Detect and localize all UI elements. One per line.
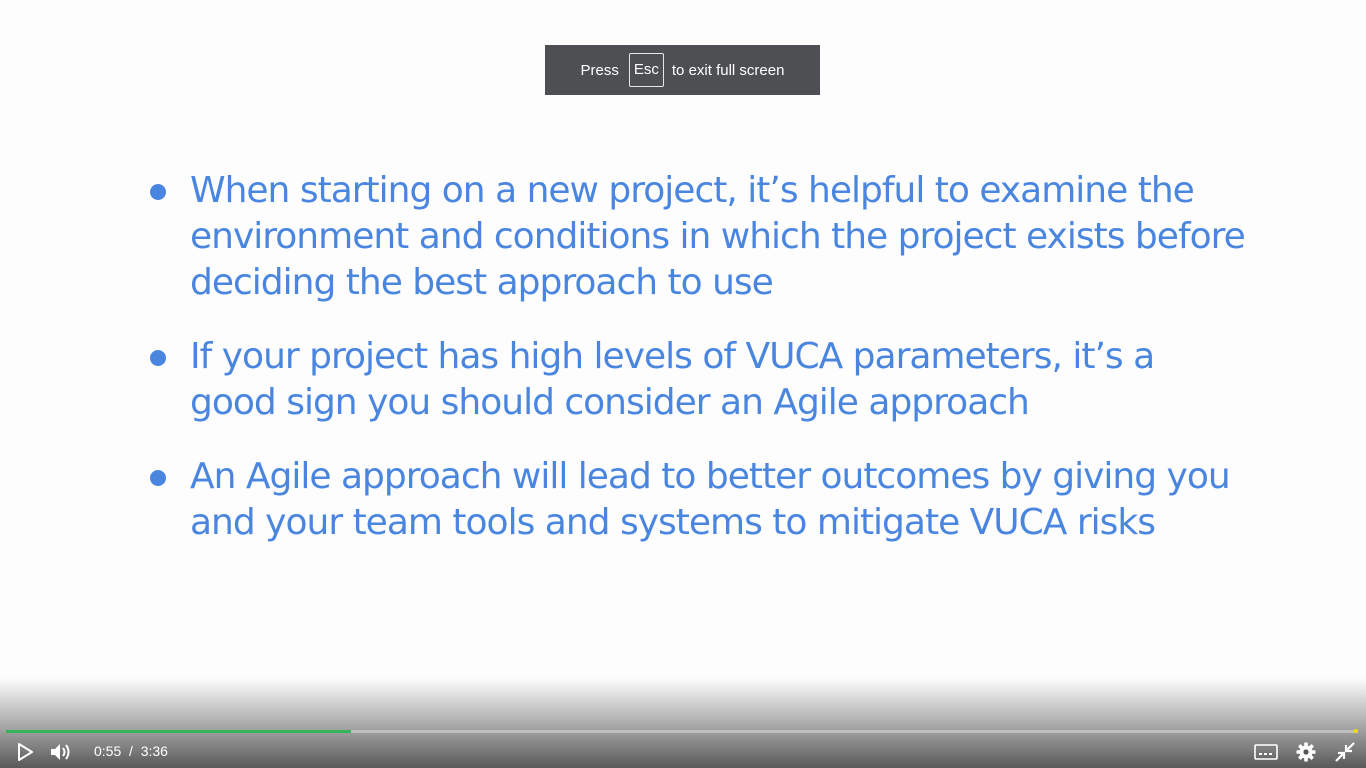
exit-fullscreen-icon [1335,742,1355,762]
bullet-dot [150,470,166,486]
toast-suffix: to exit full screen [671,61,785,79]
settings-button[interactable] [1293,740,1319,764]
controls-gradient [0,678,1366,768]
exit-fullscreen-button[interactable] [1332,740,1358,764]
play-button[interactable] [12,740,38,764]
slide-content: When starting on a new project, it’s hel… [150,168,1250,546]
bullet-dot [150,350,166,366]
time-separator: / [129,743,133,759]
play-icon [18,743,33,761]
time-display: 0:55 / 3:36 [94,743,168,759]
duration: 3:36 [140,743,168,759]
fullscreen-exit-toast: Press Esc to exit full screen [545,45,820,95]
slide-bullet: When starting on a new project, it’s hel… [150,168,1250,306]
gear-icon [1296,742,1316,762]
bullet-text: If your project has high levels of VUCA … [190,336,1155,423]
toast-prefix: Press [580,61,619,79]
esc-key-badge: Esc [628,53,664,87]
progress-end-marker [1354,729,1358,733]
volume-button[interactable] [48,740,74,764]
progress-fill [6,730,351,733]
captions-button[interactable] [1252,740,1280,764]
progress-bar[interactable] [6,729,1358,733]
captions-icon [1254,744,1278,760]
bullet-dot [150,184,166,200]
current-time: 0:55 [94,743,122,759]
bullet-text: When starting on a new project, it’s hel… [190,170,1246,303]
slide-bullet: An Agile approach will lead to better ou… [150,454,1250,546]
bullet-text: An Agile approach will lead to better ou… [190,456,1231,543]
slide-bullet: If your project has high levels of VUCA … [150,334,1250,426]
volume-icon [51,744,70,760]
control-bar: 0:55 / 3:36 [0,736,1366,768]
